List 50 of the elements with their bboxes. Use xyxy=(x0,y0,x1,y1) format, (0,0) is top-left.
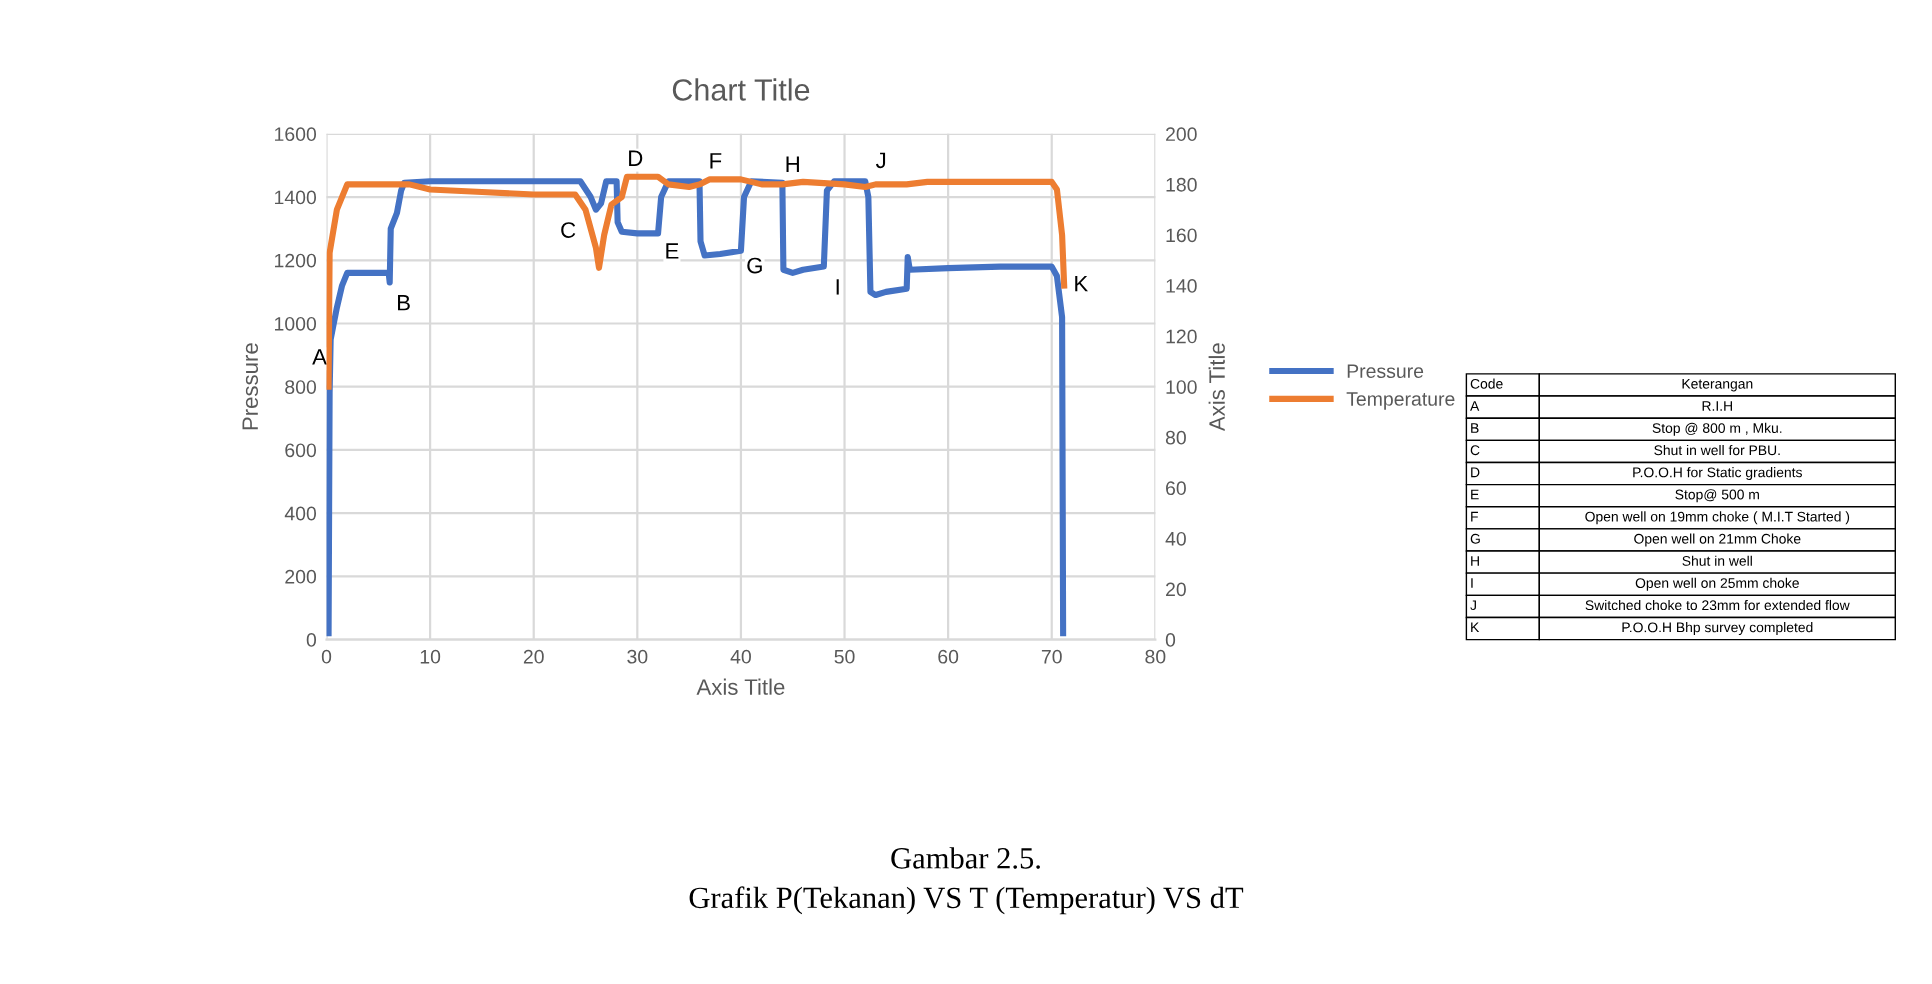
chart-title: Chart Title xyxy=(672,78,810,101)
y2-axis-title: Axis Title xyxy=(1208,343,1225,432)
annotation: H xyxy=(786,156,799,172)
annotation: D xyxy=(629,150,643,166)
annotation: C xyxy=(561,222,576,238)
y-tick-label: 1400 xyxy=(275,190,317,205)
y-tick-label: 1200 xyxy=(275,253,317,268)
y2-tick-label: 160 xyxy=(1166,228,1197,243)
annotation: J xyxy=(875,152,886,169)
x-axis-title: Axis Title xyxy=(696,678,785,695)
y-tick-label: 0 xyxy=(306,633,317,647)
annotation: E xyxy=(666,243,679,259)
x-tick-label: 80 xyxy=(1145,649,1166,664)
y2-tick-label: 100 xyxy=(1166,380,1197,394)
y2-tick-label: 40 xyxy=(1165,531,1186,546)
y-tick-label: 200 xyxy=(285,569,317,584)
y2-tick-label: 200 xyxy=(1166,127,1197,142)
y-axis-title: Pressure xyxy=(242,343,259,430)
y-tick-label: 400 xyxy=(284,506,317,521)
annotation: A xyxy=(312,349,327,365)
x-tick-label: 30 xyxy=(627,649,648,664)
y-tick-label: 1600 xyxy=(275,127,317,142)
legend-label: Temperature xyxy=(1346,392,1455,410)
y-tick-label: 800 xyxy=(285,380,317,394)
y2-tick-label: 140 xyxy=(1166,279,1197,293)
x-tick-label: 60 xyxy=(938,649,959,664)
legend-label: Pressure xyxy=(1347,364,1424,379)
annotation: G xyxy=(747,257,762,274)
annotation: K xyxy=(1075,276,1088,292)
y2-tick-label: 60 xyxy=(1166,481,1186,496)
y2-tick-label: 120 xyxy=(1166,329,1197,344)
x-tick-label: 10 xyxy=(420,649,441,664)
text: Gambar 2.5. xyxy=(891,847,1040,869)
y2-tick-label: 180 xyxy=(1166,177,1197,192)
text: Grafik P(Tekanan) VS T (Temperatur) VS dT xyxy=(689,886,1244,915)
x-tick-label: 0 xyxy=(321,649,332,664)
x-tick-label: 50 xyxy=(834,649,855,664)
y2-tick-label: 0 xyxy=(1165,633,1176,647)
y2-tick-label: 20 xyxy=(1166,582,1186,597)
x-tick-label: 70 xyxy=(1041,649,1062,664)
line-series xyxy=(326,173,1068,390)
y-tick-label: 1000 xyxy=(275,316,317,331)
annotation: B xyxy=(398,295,410,311)
x-tick-label: 40 xyxy=(730,649,751,664)
y-tick-label: 600 xyxy=(285,443,317,458)
annotation: I xyxy=(836,279,839,295)
x-tick-label: 20 xyxy=(523,649,544,664)
line-series xyxy=(326,178,1067,637)
annotation: F xyxy=(710,153,722,169)
y2-tick-label: 80 xyxy=(1165,430,1186,445)
